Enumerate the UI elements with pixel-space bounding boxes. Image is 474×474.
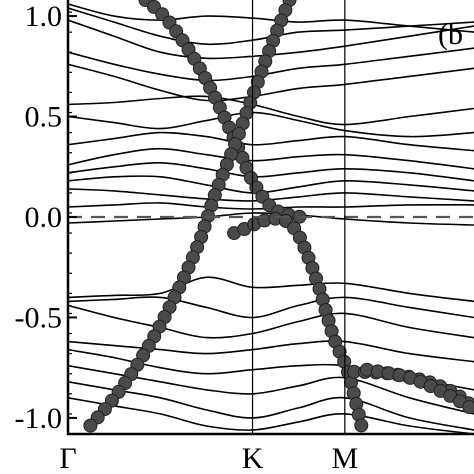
band-line-21 xyxy=(68,381,474,431)
band-line-10 xyxy=(68,161,474,182)
y-tick-label: 1.0 xyxy=(25,0,63,33)
band-line-11 xyxy=(68,175,474,194)
panel-label: (b xyxy=(438,18,463,51)
y-tick-label: 0.5 xyxy=(25,101,63,134)
highlight-marker xyxy=(354,418,369,433)
band-line-17 xyxy=(68,304,474,339)
y-axis-ticks: -1.0 -0.5 0.0 0.5 1.0 xyxy=(15,0,77,435)
y-tick-label: -1.0 xyxy=(15,402,63,435)
y-tick-label: 0.0 xyxy=(25,201,63,234)
x-tick-label-1: Γ xyxy=(59,442,76,474)
high-symmetry-lines xyxy=(251,0,346,434)
band-line-5 xyxy=(68,63,474,102)
x-tick-label-2: K xyxy=(242,442,264,474)
x-tick-label-3: M xyxy=(331,442,358,474)
band-line-8 xyxy=(68,131,474,152)
y-tick-label: -0.5 xyxy=(15,301,63,334)
highlight-marker xyxy=(83,418,98,433)
band-line-16 xyxy=(68,296,474,319)
highlight-marker xyxy=(462,400,474,414)
band-line-6 xyxy=(68,95,474,126)
highlighted-bands xyxy=(82,0,474,434)
band-line-18 xyxy=(68,340,474,363)
